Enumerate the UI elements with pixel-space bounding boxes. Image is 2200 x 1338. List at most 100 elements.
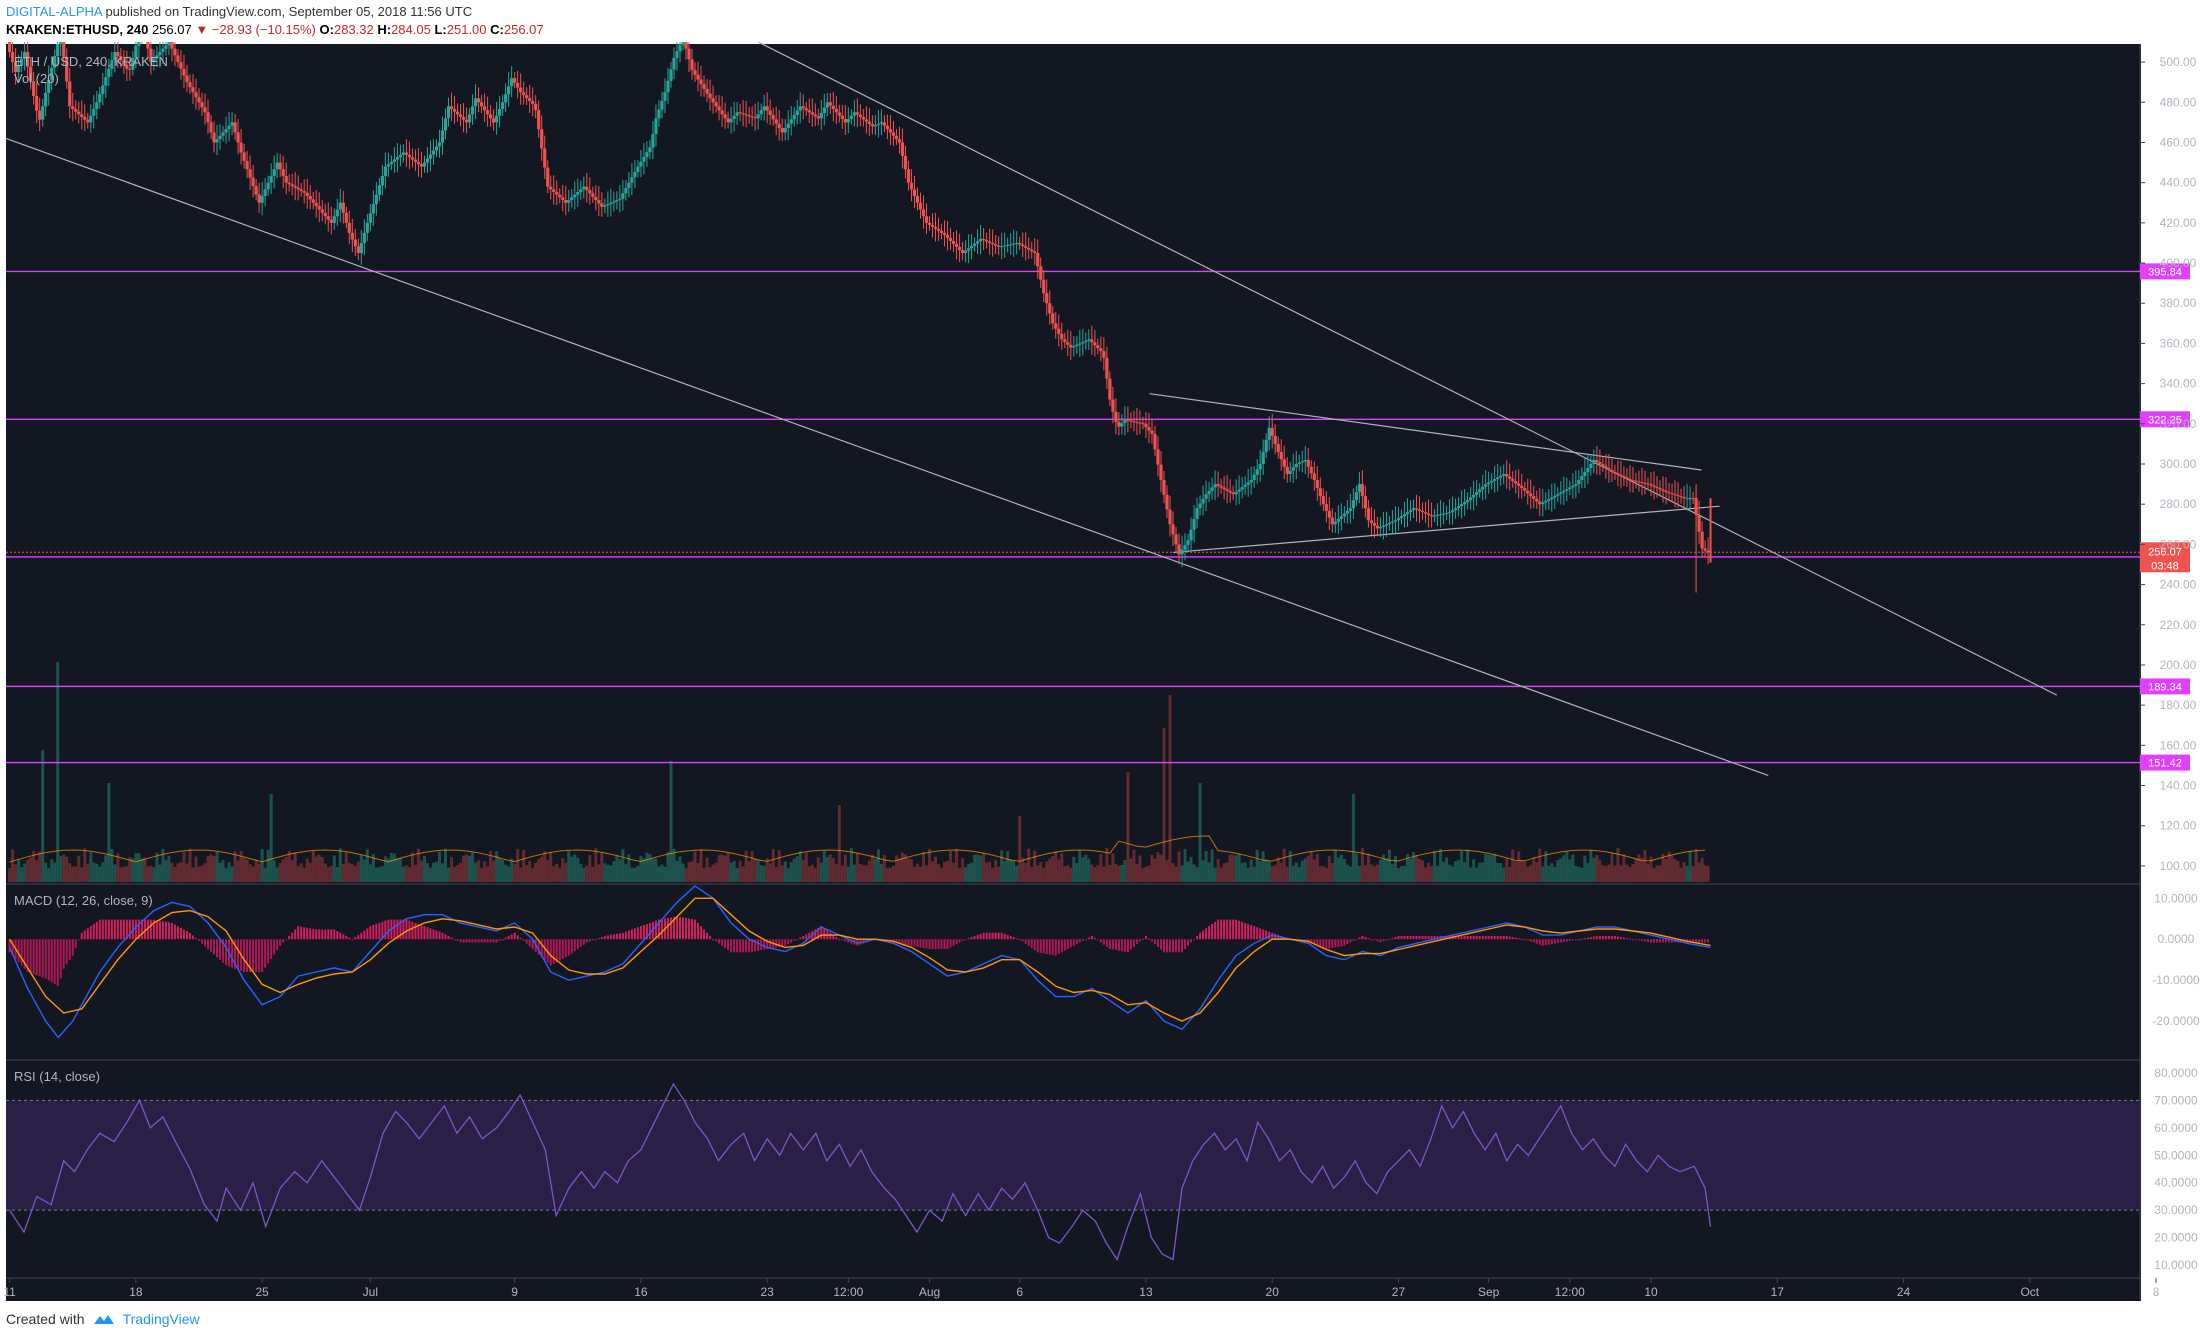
macd-histogram-bar	[1196, 935, 1199, 940]
trading-chart[interactable]: 395.84322.25253.75189.34151.42256.0703:4…	[0, 42, 2200, 1305]
macd-histogram-bar	[321, 929, 324, 940]
volume-bar	[1511, 849, 1515, 882]
volume-bar	[437, 851, 441, 882]
candle-body	[1117, 421, 1121, 427]
macd-histogram-bar	[71, 939, 74, 956]
symbol-label: KRAKEN:ETHUSD, 240	[6, 22, 149, 37]
candle-body	[371, 204, 375, 214]
candle-body	[540, 129, 544, 149]
macd-histogram-bar	[763, 939, 766, 950]
price-tick-label: 480.00	[2160, 95, 2197, 109]
volume-bar	[71, 866, 75, 882]
candle-body	[1309, 466, 1313, 474]
candle-body	[1234, 491, 1238, 495]
price-tick-label: 260.00	[2160, 537, 2197, 551]
candle-body	[1150, 430, 1154, 434]
candle-body	[801, 106, 805, 109]
volume-bar	[513, 863, 517, 882]
macd-histogram-bar	[1487, 935, 1490, 940]
volume-bar	[1075, 862, 1079, 882]
macd-histogram-bar	[793, 939, 796, 941]
time-tick-label: 6	[1016, 1285, 1023, 1299]
macd-histogram-bar	[194, 938, 197, 940]
candle-body	[341, 202, 345, 213]
candle-body	[627, 182, 631, 189]
candle-body	[1030, 249, 1034, 252]
macd-histogram-bar	[516, 935, 519, 940]
macd-histogram-bar	[1469, 935, 1472, 940]
candle-body	[1658, 488, 1662, 490]
candle-body	[188, 82, 192, 88]
candle-body	[1472, 494, 1476, 498]
volume-bar	[20, 867, 24, 882]
candle-body	[1339, 516, 1343, 519]
candle-body	[161, 48, 165, 53]
candle-body	[314, 202, 318, 207]
macd-histogram-bar	[1689, 939, 1692, 943]
volume-bar	[263, 867, 267, 882]
rsi-tick-label: 40.0000	[2154, 1176, 2198, 1190]
volume-bar	[612, 861, 616, 882]
candle-body	[1556, 494, 1560, 496]
candle-body	[1396, 518, 1401, 521]
volume-bar	[1045, 861, 1049, 882]
macd-histogram-bar	[1054, 939, 1057, 956]
macd-histogram-bar	[80, 932, 83, 940]
macd-histogram-bar	[1120, 939, 1123, 952]
time-tick-label: Jul	[363, 1285, 378, 1299]
macd-histogram-bar	[1391, 938, 1394, 940]
candle-body	[1087, 339, 1091, 341]
macd-histogram-bar	[1499, 935, 1502, 940]
candle-body	[419, 164, 424, 167]
volume-bar	[876, 849, 880, 882]
volume-bar	[810, 864, 814, 882]
candle-body	[1138, 422, 1142, 424]
level-price-tag	[2140, 754, 2190, 771]
macd-histogram-bar	[715, 939, 718, 942]
macd-histogram-bar	[636, 927, 639, 940]
macd-histogram-bar	[1698, 939, 1701, 943]
tradingview-brand-link[interactable]: TradingView	[122, 1311, 200, 1327]
macd-histogram-bar	[1361, 935, 1364, 940]
candle-body	[1444, 512, 1449, 514]
macd-histogram-bar	[372, 925, 375, 940]
macd-histogram-bar	[146, 919, 149, 940]
volume-bar	[407, 867, 411, 882]
macd-histogram-bar	[1388, 939, 1391, 941]
macd-histogram-bar	[1484, 935, 1487, 940]
candle-body	[455, 111, 460, 115]
price-tick-label: 400.00	[2160, 256, 2197, 270]
volume-bar	[924, 865, 928, 882]
macd-histogram-bar	[1511, 937, 1514, 940]
macd-histogram-bar	[739, 939, 742, 953]
candle-body	[1180, 549, 1184, 555]
volume-bar	[1330, 862, 1334, 882]
volume-bar	[597, 864, 601, 882]
candle-body	[1006, 244, 1010, 246]
author-link[interactable]: DIGITAL-ALPHA	[6, 4, 102, 19]
volume-bar	[377, 867, 381, 882]
macd-histogram-bar	[537, 939, 540, 955]
candle-body	[1553, 495, 1557, 498]
macd-histogram-bar	[1250, 925, 1253, 940]
macd-histogram-bar	[498, 939, 501, 941]
volume-bar	[732, 861, 736, 882]
candle-body	[1511, 478, 1515, 482]
volume-bar	[1369, 864, 1373, 882]
volume-bar	[444, 848, 448, 882]
volume-bar	[1448, 864, 1452, 882]
candle-body	[332, 216, 336, 223]
candle-body	[900, 142, 905, 156]
volume-bar	[1577, 866, 1581, 882]
macd-histogram-bar	[176, 926, 179, 940]
macd-histogram-bar	[850, 939, 853, 944]
volume-bar	[931, 861, 935, 882]
volume-bar	[209, 854, 213, 882]
candle-body	[11, 52, 15, 63]
candle-body	[1048, 303, 1052, 314]
volume-bar	[242, 857, 246, 882]
candle-body	[41, 106, 45, 120]
volume-bar	[588, 855, 592, 882]
volume-bar	[1135, 863, 1139, 882]
volume-bar	[1679, 867, 1683, 882]
